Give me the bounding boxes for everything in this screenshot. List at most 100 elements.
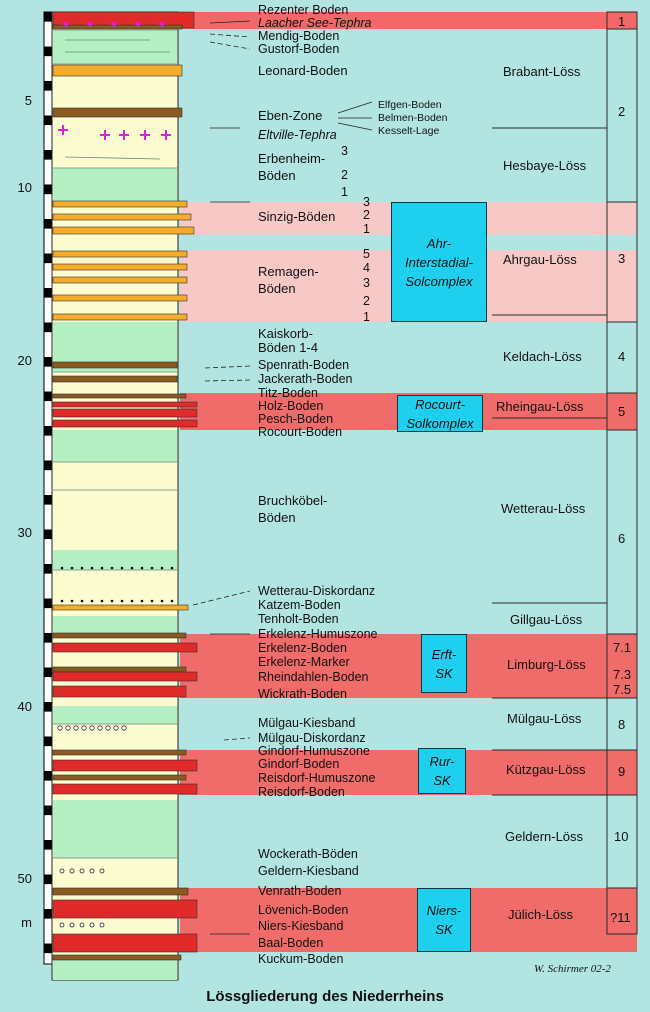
box-ahr-interstadial: Ahr- Interstadial- Solcomplex	[391, 202, 487, 322]
label-jackerath: Jackerath-Boden	[258, 372, 353, 386]
scale-tick	[44, 357, 52, 367]
label-kuckum: Kuckum-Boden	[258, 952, 344, 966]
cycle-7-3: 7.3	[613, 667, 632, 682]
scale-tick	[44, 874, 52, 885]
soil-layers	[52, 11, 198, 961]
loess-ahrgau: Ahrgau-Löss	[503, 252, 577, 267]
band-rur	[180, 750, 637, 795]
label-gindorf-humuszone: Gindorf-Humuszone	[258, 744, 370, 758]
label-leonard: Leonard-Boden	[258, 63, 348, 78]
label-niers-kiesband: Niers-Kiesband	[258, 919, 344, 933]
label-pesch: Pesch-Boden	[258, 412, 334, 426]
band-erft	[180, 634, 637, 698]
cycle-7-5: 7.5	[613, 682, 632, 697]
loess-wetterau: Wetterau-Löss	[501, 501, 586, 516]
cycle-7-1: 7.1	[613, 640, 632, 655]
label-belmen: Belmen-Boden	[378, 112, 448, 124]
gravel-rows	[60, 566, 174, 603]
label-erbenheim-2: Böden	[258, 168, 296, 183]
scale-tick	[44, 564, 52, 574]
label-rheindahlen: Rheindahlen-Boden	[258, 670, 369, 684]
label-eben: Eben-Zone	[258, 108, 323, 123]
scale-tick	[44, 288, 52, 298]
cycle-2: 2	[618, 104, 626, 119]
signature: W. Schirmer 02-2	[534, 963, 611, 975]
depth-10: 10	[17, 180, 32, 195]
pebble-rows	[57, 725, 127, 928]
depth-scale-ticks	[44, 12, 52, 954]
box-niers-sk: Niers- SK	[417, 888, 471, 952]
remagen-num-4: 4	[363, 261, 370, 275]
label-remagen-2: Böden	[258, 281, 296, 296]
loess-muelgau: Mülgau-Löss	[507, 711, 582, 726]
scale-tick	[44, 150, 52, 160]
scale-tick	[44, 426, 52, 436]
cycle-6: 6	[618, 531, 626, 546]
cycle-1: 1	[618, 14, 626, 29]
column-thin-lines	[53, 29, 177, 859]
label-reisdorf-humuszone: Reisdorf-Humuszone	[258, 771, 376, 785]
depth-40: 40	[17, 699, 32, 714]
band-niers	[180, 888, 637, 952]
scale-tick	[44, 702, 52, 712]
loess-keldach: Keldach-Löss	[503, 349, 582, 364]
scale-tick	[44, 633, 52, 643]
label-rocourt: Rocourt-Boden	[258, 425, 343, 439]
cycle-5: 5	[618, 404, 626, 419]
label-erbenheim-1: Erbenheim-	[258, 151, 326, 166]
depth-30: 30	[17, 525, 32, 540]
loess-brabant: Brabant-Löss	[503, 64, 581, 79]
label-elfgen: Elfgen-Boden	[378, 99, 442, 111]
label-kaiskorb-2: Böden 1-4	[258, 340, 318, 355]
box-rocourt-solkomplex: Rocourt- Solkomplex	[397, 395, 483, 432]
scale-tick	[44, 460, 52, 471]
label-erkelenz-humuszone: Erkelenz-Humuszone	[258, 627, 378, 641]
loess-rheingau: Rheingau-Löss	[496, 399, 584, 414]
scale-tick	[44, 771, 52, 781]
loess-hesbaye: Hesbaye-Löss	[503, 158, 587, 173]
label-rezenter: Rezenter Boden	[258, 3, 349, 17]
label-erkelenz-marker: Erkelenz-Marker	[258, 655, 350, 669]
label-bruchkoebel-1: Bruchköbel-	[258, 493, 328, 508]
sinzig-num-1: 1	[363, 222, 370, 236]
label-venrath: Venrath-Boden	[258, 884, 342, 898]
loess-dividers	[492, 127, 607, 796]
label-holz: Holz-Boden	[258, 399, 324, 413]
label-geldern-kiesband: Geldern-Kiesband	[258, 864, 359, 878]
sinzig-num-3: 3	[363, 195, 370, 209]
label-eltville: Eltville-Tephra	[258, 128, 337, 142]
scale-tick	[44, 219, 52, 229]
scale-tick	[44, 115, 52, 126]
label-kaiskorb-1: Kaiskorb-	[258, 326, 313, 341]
scale-tick	[44, 46, 52, 57]
label-laacher: Laacher See-Tephra	[258, 16, 372, 30]
erbenheim-num-1: 1	[341, 185, 348, 199]
scale-tick	[44, 736, 52, 747]
scale-tick	[44, 598, 52, 609]
label-remagen-1: Remagen-	[258, 264, 319, 279]
remagen-num-2: 2	[363, 294, 370, 308]
label-baal: Baal-Boden	[258, 936, 324, 950]
cycle-column	[606, 11, 638, 935]
label-wetterau-diskordanz: Wetterau-Diskordanz	[258, 584, 376, 598]
scale-tick	[44, 909, 52, 919]
box-rur-sk: Rur- SK	[418, 748, 466, 794]
label-kesselt: Kesselt-Lage	[378, 125, 440, 137]
label-muelgau-diskordanz: Mülgau-Diskordanz	[258, 731, 366, 745]
erbenheim-num-3: 3	[341, 144, 348, 158]
label-spenrath: Spenrath-Boden	[258, 358, 350, 372]
label-gustorf: Gustorf-Boden	[258, 42, 340, 56]
cycle-3: 3	[618, 251, 626, 266]
label-mendig: Mendig-Boden	[258, 29, 340, 43]
label-tenholt: Tenholt-Boden	[258, 612, 339, 626]
label-muelgau-kiesband: Mülgau-Kiesband	[258, 716, 356, 730]
scale-tick	[44, 253, 52, 264]
scale-tick	[44, 12, 52, 22]
cycle-9: 9	[618, 764, 626, 779]
tephra-crosses	[58, 21, 171, 140]
scale-tick	[44, 391, 52, 402]
cycle-10: 10	[614, 829, 629, 844]
cycle-8: 8	[618, 717, 626, 732]
label-wickrath: Wickrath-Boden	[258, 687, 347, 701]
